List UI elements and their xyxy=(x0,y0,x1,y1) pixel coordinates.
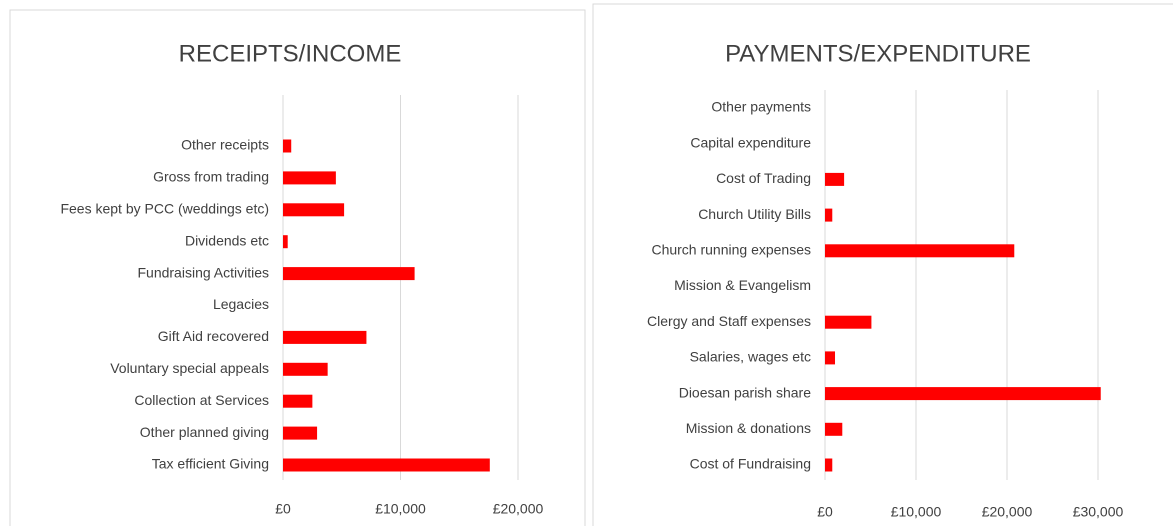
x-tick-label: £0 xyxy=(817,504,833,520)
bar xyxy=(825,351,836,365)
chart-title: PAYMENTS/EXPENDITURE xyxy=(725,40,1031,67)
category-label: Fundraising Activities xyxy=(137,264,269,280)
category-label: Legacies xyxy=(213,296,269,312)
bar xyxy=(825,172,845,186)
bar xyxy=(825,387,1101,401)
category-label: Gift Aid recovered xyxy=(158,328,269,344)
x-tick-label: £10,000 xyxy=(375,501,426,517)
category-label: Other payments xyxy=(711,99,811,115)
bar xyxy=(283,171,336,185)
bar xyxy=(283,330,367,344)
category-label: Voluntary special appeals xyxy=(110,360,269,376)
x-tick-label: £30,000 xyxy=(1073,504,1124,520)
bar xyxy=(283,139,292,153)
bar xyxy=(283,267,415,281)
bar xyxy=(825,458,833,472)
x-tick-label: £20,000 xyxy=(493,501,544,517)
category-label: Gross from trading xyxy=(153,169,269,185)
category-label: Salaries, wages etc xyxy=(690,349,811,365)
category-label: Tax efficient Giving xyxy=(152,456,269,472)
category-label: Mission & Evangelism xyxy=(674,277,811,293)
bar xyxy=(283,394,313,408)
category-label: Clergy and Staff expenses xyxy=(647,313,811,329)
bar xyxy=(283,235,288,249)
category-label: Mission & donations xyxy=(686,420,811,436)
right-panel xyxy=(592,3,1173,526)
bar xyxy=(283,362,328,376)
x-tick-label: £20,000 xyxy=(982,504,1033,520)
bar xyxy=(825,208,833,222)
bar xyxy=(825,244,1015,258)
category-label: Other planned giving xyxy=(140,424,269,440)
x-tick-label: £10,000 xyxy=(891,504,942,520)
category-label: Church Utility Bills xyxy=(698,206,811,222)
bar xyxy=(825,315,872,329)
category-label: Cost of Fundraising xyxy=(690,456,811,472)
category-label: Capital expenditure xyxy=(690,134,811,150)
category-label: Dioesan parish share xyxy=(679,384,812,400)
category-label: Other receipts xyxy=(181,137,269,153)
bar xyxy=(283,426,318,440)
category-label: Fees kept by PCC (weddings etc) xyxy=(60,201,269,217)
bar xyxy=(283,203,345,217)
category-label: Church running expenses xyxy=(651,242,811,258)
chart-title: RECEIPTS/INCOME xyxy=(179,40,402,67)
category-label: Collection at Services xyxy=(134,392,269,408)
bar xyxy=(825,422,843,436)
bar xyxy=(283,458,490,472)
x-tick-label: £0 xyxy=(275,501,291,517)
category-label: Cost of Trading xyxy=(716,170,811,186)
category-label: Dividends etc xyxy=(185,232,269,248)
